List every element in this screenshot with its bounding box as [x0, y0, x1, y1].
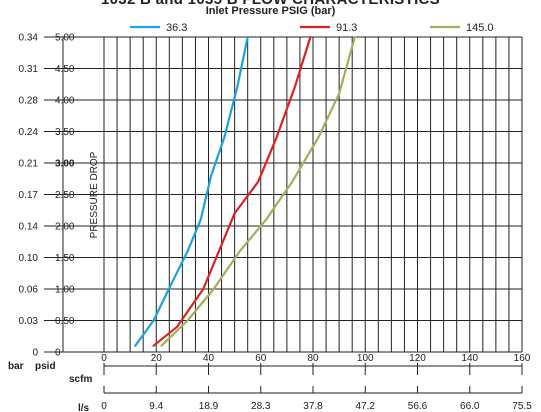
x-tick-label-scfm: 160	[514, 353, 531, 364]
y-tick-label-bar: 0.24	[19, 127, 39, 138]
series-lines	[134, 35, 356, 347]
y-tick-label-psid: 4.00	[55, 96, 75, 107]
x-tick-label-scfm: 20	[151, 353, 163, 364]
y-tick-label-psid: 1.00	[55, 285, 75, 296]
y-tick-label-psid: 4.50	[55, 64, 75, 75]
y-axis-label: PRESSURE DROP	[89, 151, 100, 238]
x-tick-label-scfm: 40	[203, 353, 215, 364]
x-tick-label-ls: 28.3	[251, 401, 271, 412]
unit-scfm: scfm	[69, 374, 92, 385]
x-tick-label-ls: 18.9	[199, 401, 219, 412]
y-tick-label-psid: 1.50	[55, 253, 75, 264]
y-tick-label-bar: 0.31	[19, 64, 39, 75]
series-line-1	[134, 35, 249, 347]
x-tick-label-scfm: 0	[101, 353, 107, 364]
y-tick-label-bar: 0.10	[19, 253, 39, 264]
unit-bar: bar	[8, 361, 24, 372]
y-tick-label-psid: 0	[55, 348, 61, 359]
x-tick-label-ls: 56.6	[408, 401, 428, 412]
y-tick-label-bar: 0.14	[19, 222, 39, 233]
x-tick-label-scfm: 140	[461, 353, 478, 364]
chart-title: 1032 B and 1035 B FLOW CHARACTERISTICS	[0, 0, 541, 8]
y-tick-label-bar: 0.21	[19, 159, 39, 170]
y-tick-label-bar: 0	[32, 348, 38, 359]
x-tick-label-scfm: 100	[357, 353, 374, 364]
y-tick-label-bar: 0.03	[19, 316, 39, 327]
unit-ls: l/s	[78, 403, 90, 412]
x-tick-label-scfm: 120	[409, 353, 426, 364]
unit-psid: psid	[35, 361, 56, 372]
y-tick-label-psid: 5.00	[55, 33, 75, 44]
legend-label-1: 36.3	[166, 22, 187, 34]
axes: 0 0 0.50 0.03 1.00 0.06 1.50 0.10 2.00 0.14 2.50 0.…	[19, 33, 533, 412]
y-tick-label-psid: 2.00	[55, 222, 75, 233]
x-tick-label-ls: 9.4	[149, 401, 163, 412]
legend-title: Inlet Pressure PSIG (bar)	[205, 5, 336, 17]
legend-label-3: 145.0	[466, 22, 494, 34]
x-tick-label-ls: 75.5	[512, 401, 532, 412]
x-tick-label-scfm: 60	[255, 353, 267, 364]
legend-label-2: 91.3	[336, 22, 357, 34]
y-tick-label-psid: 2.50	[55, 190, 75, 201]
x-tick-label-ls: 66.0	[460, 401, 480, 412]
y-tick-label-psid: 0.50	[55, 316, 75, 327]
legend: 36.3 91.3 145.0	[130, 22, 494, 34]
y-tick-label-psid: 3.00	[55, 159, 75, 170]
series-line-3	[160, 35, 356, 347]
series-line-2	[152, 35, 312, 347]
x-tick-label-ls: 0	[101, 401, 107, 412]
y-tick-label-bar: 0.06	[19, 285, 39, 296]
y-tick-label-bar: 0.34	[19, 33, 39, 44]
x-tick-label-ls: 37.8	[303, 401, 323, 412]
grid	[103, 36, 523, 353]
y-tick-label-psid: 3.50	[55, 127, 75, 138]
y-tick-label-bar: 0.28	[19, 96, 39, 107]
x-tick-label-scfm: 80	[307, 353, 319, 364]
x-tick-label-ls: 47.2	[356, 401, 376, 412]
y-tick-label-bar: 0.17	[19, 190, 39, 201]
